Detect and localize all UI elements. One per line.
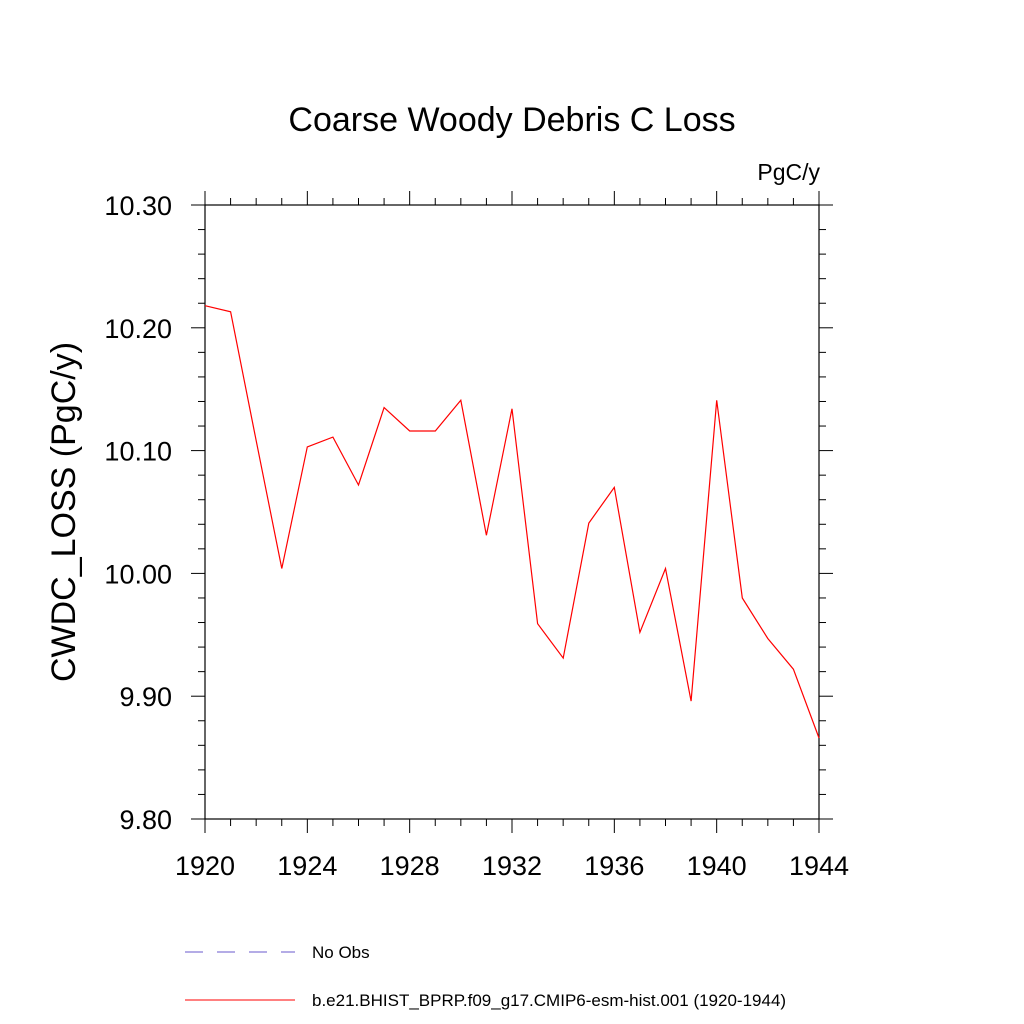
axis-ticks [191, 191, 833, 833]
legend-label-no-obs: No Obs [312, 943, 370, 962]
units-label: PgC/y [757, 159, 820, 185]
y-tick-label: 10.20 [104, 314, 172, 344]
legend: No Obs b.e21.BHIST_BPRP.f09_g17.CMIP6-es… [185, 943, 786, 1010]
y-tick-label: 9.90 [119, 682, 172, 712]
x-tick-label: 1920 [175, 851, 235, 881]
y-tick-label: 10.10 [104, 437, 172, 467]
x-tick-label: 1924 [277, 851, 337, 881]
y-axis-title: CWDC_LOSS (PgC/y) [45, 342, 83, 682]
y-tick-labels: 9.80 9.90 10.00 10.10 10.20 10.30 [104, 191, 172, 835]
y-tick-label: 9.80 [119, 805, 172, 835]
chart-title: Coarse Woody Debris C Loss [288, 101, 735, 139]
series-line [204, 305, 820, 739]
x-tick-label: 1936 [584, 851, 644, 881]
x-tick-labels: 1920 1924 1928 1932 1936 1940 1944 [175, 851, 849, 881]
x-tick-label: 1944 [789, 851, 849, 881]
legend-label-model-run: b.e21.BHIST_BPRP.f09_g17.CMIP6-esm-hist.… [312, 991, 786, 1010]
x-tick-label: 1928 [380, 851, 440, 881]
series-layer [204, 305, 820, 739]
plot-frame [204, 204, 820, 820]
x-tick-label: 1932 [482, 851, 542, 881]
y-tick-label: 10.30 [104, 191, 172, 221]
y-tick-label: 10.00 [104, 559, 172, 589]
x-tick-label: 1940 [687, 851, 747, 881]
